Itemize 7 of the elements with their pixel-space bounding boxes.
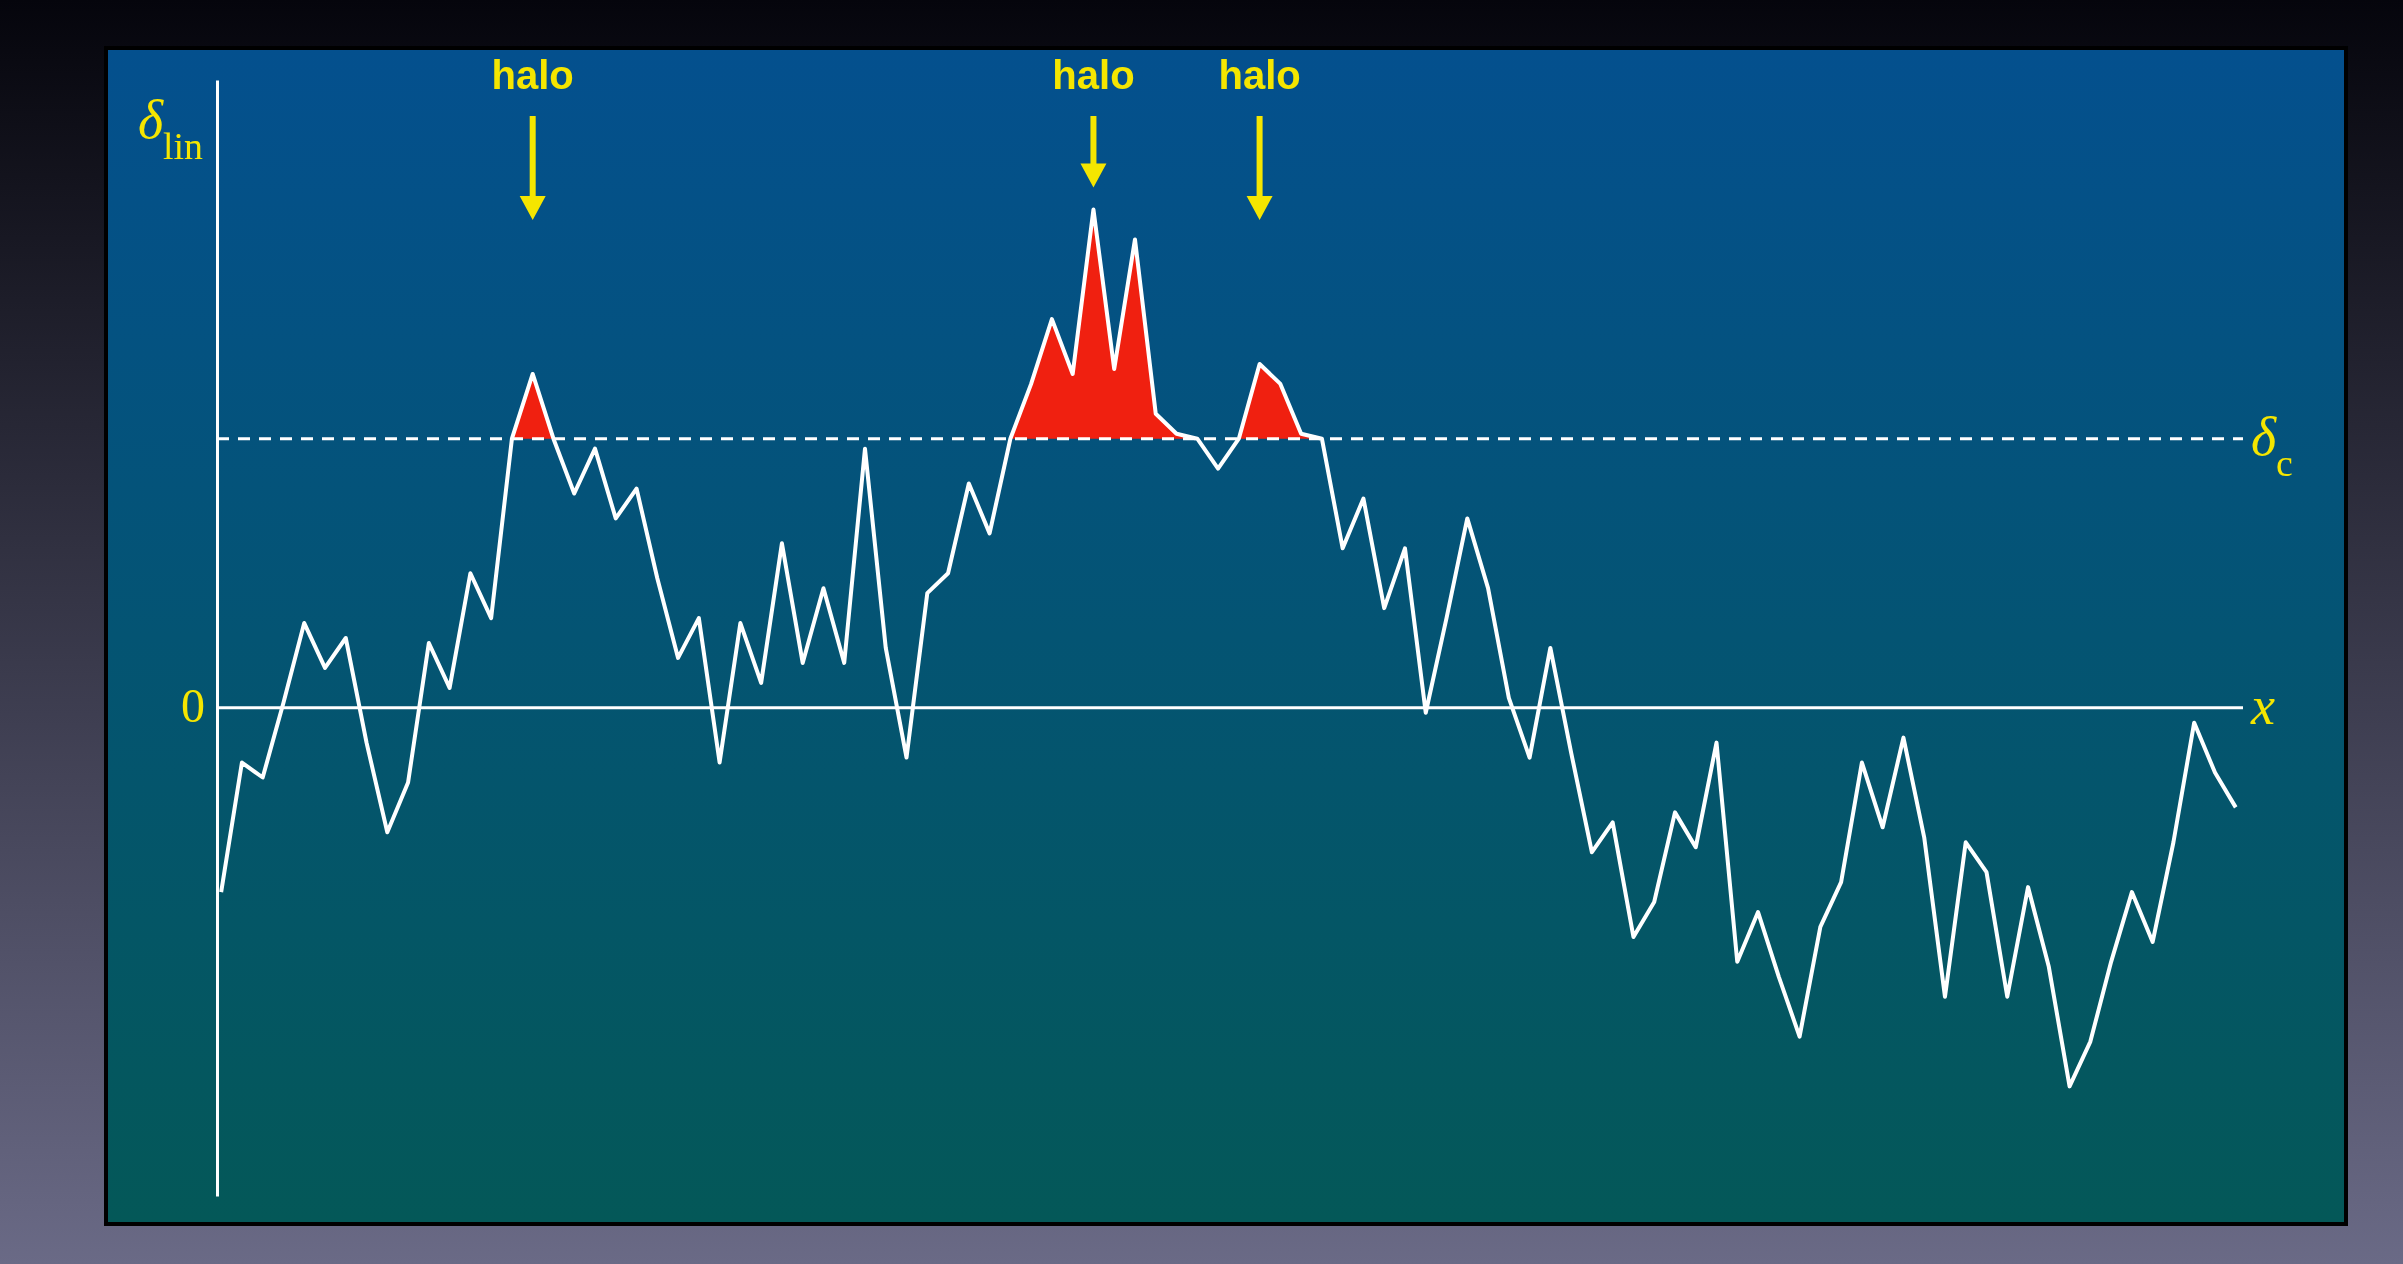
text: halo bbox=[1052, 53, 1135, 97]
text: halo bbox=[491, 53, 574, 97]
text: 0 bbox=[181, 678, 205, 732]
x-axis-title: x⃗ bbox=[2250, 675, 2317, 736]
ref-line-label: δ$_{c}$ bbox=[2251, 406, 2293, 484]
y-axis-title: δ$_{lin}$ bbox=[137, 90, 204, 167]
text: halo bbox=[1218, 53, 1301, 97]
